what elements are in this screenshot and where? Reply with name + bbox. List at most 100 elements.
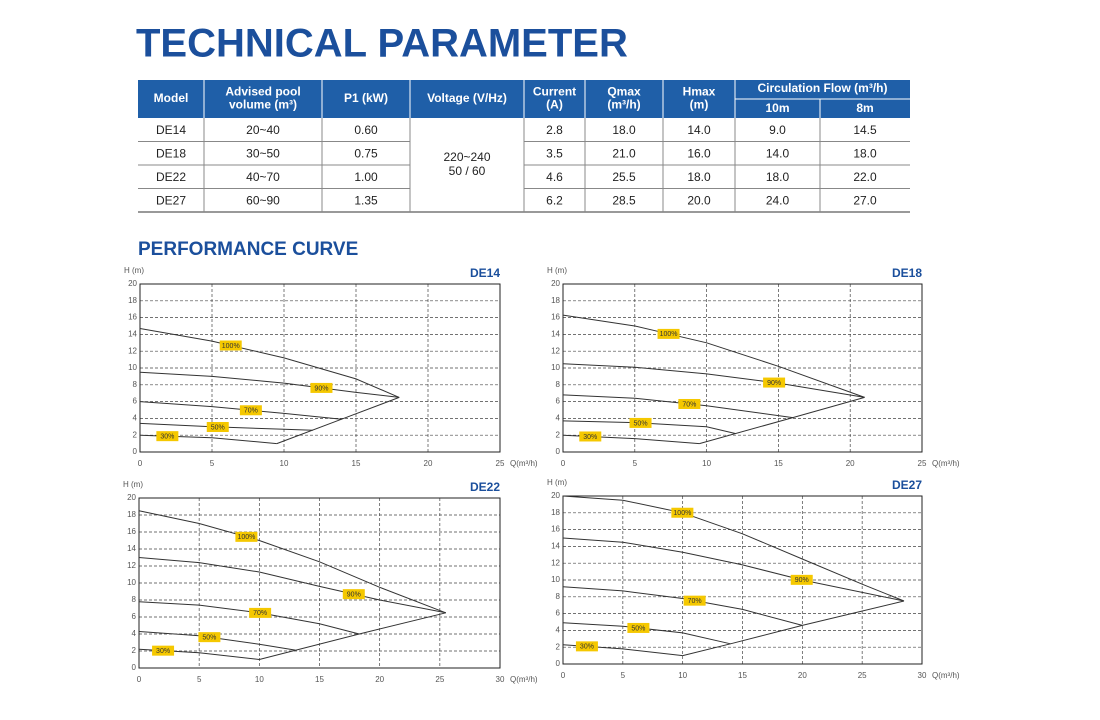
plot-border — [562, 495, 923, 665]
curve-label-bg — [249, 607, 272, 618]
curve-label: 70% — [244, 408, 258, 415]
table-cell: 27.0 — [853, 193, 877, 207]
curve — [138, 557, 446, 614]
table-cell: 20.0 — [687, 193, 711, 207]
curve-label: 90% — [314, 385, 328, 392]
y-tick-label: 2 — [133, 430, 138, 439]
table-cell: 4.6 — [546, 170, 563, 184]
x-axis-label: Q(m³/h) — [510, 459, 538, 468]
y-axis-label: H (m) — [547, 478, 567, 487]
curve-label: 90% — [767, 380, 781, 387]
column-header: (m) — [690, 98, 709, 112]
table-cell: 1.35 — [354, 193, 378, 207]
y-tick-label: 2 — [556, 642, 561, 651]
y-tick-label: 6 — [556, 397, 561, 406]
curve — [276, 396, 400, 445]
table-cell: 6.2 — [546, 193, 563, 207]
x-tick-label: 0 — [561, 671, 566, 680]
y-tick-label: 20 — [551, 491, 560, 500]
y-tick-label: 4 — [556, 414, 561, 423]
x-tick-label: 5 — [197, 675, 202, 684]
chart-title: DE22 — [470, 480, 500, 494]
y-tick-label: 4 — [556, 626, 561, 635]
table-cell: 18.0 — [853, 146, 877, 160]
curve-label-bg — [152, 645, 175, 656]
curve-label-bg — [683, 595, 706, 606]
y-tick-label: 20 — [551, 279, 560, 288]
table-cell: 25.5 — [612, 170, 636, 184]
y-tick-label: 4 — [133, 414, 138, 423]
curve — [139, 328, 400, 398]
curve-label-bg — [239, 405, 262, 416]
curve — [562, 394, 793, 419]
x-tick-label: 5 — [633, 459, 638, 468]
table-cell: 60~90 — [246, 193, 280, 207]
y-tick-label: 12 — [128, 346, 137, 355]
group-header: Circulation Flow (m³/h) — [758, 81, 888, 95]
y-axis-label: H (m) — [123, 480, 143, 489]
table-cell: 28.5 — [612, 193, 636, 207]
curve-label: 100% — [660, 331, 678, 338]
table-cell: 40~70 — [246, 170, 280, 184]
y-tick-label: 10 — [128, 363, 137, 372]
column-header: Advised pool — [225, 85, 300, 99]
x-tick-label: 25 — [858, 671, 867, 680]
y-tick-label: 6 — [556, 609, 561, 618]
y-tick-label: 14 — [551, 330, 560, 339]
curve — [562, 495, 905, 602]
curve-label: 50% — [211, 424, 225, 431]
x-tick-label: 30 — [496, 675, 505, 684]
column-header: (m³/h) — [607, 98, 640, 112]
curve — [682, 600, 905, 657]
curve-label: 70% — [688, 598, 702, 605]
chart-title: DE14 — [470, 266, 500, 280]
curve-label: 30% — [156, 648, 170, 655]
curve — [138, 510, 446, 614]
x-tick-label: 20 — [846, 459, 855, 468]
y-tick-label: 14 — [551, 542, 560, 551]
table-cell: 22.0 — [853, 170, 877, 184]
x-tick-label: 15 — [352, 459, 361, 468]
curve-label-bg — [579, 431, 602, 442]
curve-label-bg — [235, 531, 258, 542]
table-cell: DE27 — [156, 193, 186, 207]
x-tick-label: 25 — [918, 459, 927, 468]
voltage-cell: 50 / 60 — [449, 164, 486, 178]
y-tick-label: 10 — [551, 363, 560, 372]
y-tick-label: 10 — [551, 575, 560, 584]
x-tick-label: 0 — [561, 459, 566, 468]
column-header: Current — [533, 85, 576, 99]
chart-title: DE27 — [892, 478, 922, 492]
curve-label: 50% — [631, 625, 645, 632]
section-title: PERFORMANCE CURVE — [138, 239, 358, 260]
curve-label-bg — [156, 431, 179, 442]
curve-label-bg — [342, 589, 365, 600]
curve-label: 70% — [682, 401, 696, 408]
x-tick-label: 20 — [424, 459, 433, 468]
plot-border — [562, 283, 923, 453]
column-header: (A) — [546, 98, 563, 112]
curve — [562, 586, 803, 626]
table-cell: 9.0 — [769, 123, 786, 137]
y-tick-label: 0 — [556, 447, 561, 456]
curve-label-bg — [763, 377, 786, 388]
curve-label: 30% — [580, 644, 594, 651]
curve-label: 100% — [237, 534, 255, 541]
curve-label: 100% — [222, 343, 240, 350]
table-cell: 14.5 — [853, 123, 877, 137]
curve-label-bg — [206, 422, 229, 433]
curve-label-bg — [629, 417, 652, 428]
table-cell: 18.0 — [687, 170, 711, 184]
plot-border — [139, 283, 501, 453]
table-cell: 14.0 — [766, 146, 790, 160]
table-cell: 16.0 — [687, 146, 711, 160]
x-tick-label: 5 — [210, 459, 215, 468]
curve — [138, 601, 360, 635]
table-cell: 1.00 — [354, 170, 378, 184]
curve-label: 30% — [160, 434, 174, 441]
y-tick-label: 16 — [128, 313, 137, 322]
voltage-cell: 220~240 — [443, 150, 490, 164]
y-tick-label: 20 — [127, 493, 136, 502]
y-tick-label: 8 — [133, 380, 138, 389]
